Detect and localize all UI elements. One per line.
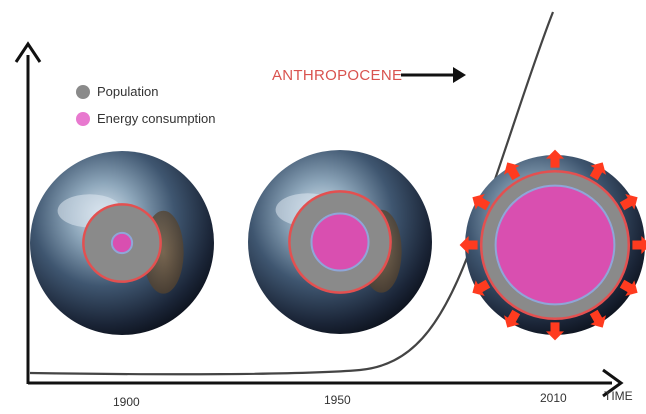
energy-disc-2010 bbox=[494, 184, 616, 306]
expansion-arrow-7 bbox=[472, 194, 491, 211]
expansion-arrow-4 bbox=[504, 309, 521, 328]
globe-2010 bbox=[459, 149, 646, 341]
globe-1900 bbox=[30, 151, 214, 335]
year-label-1950: 1950 bbox=[324, 393, 351, 407]
legend-item-energy: Energy consumption bbox=[76, 111, 216, 126]
expansion-arrow-3 bbox=[546, 322, 564, 341]
expansion-arrow-2 bbox=[589, 309, 606, 328]
x-axis-label: TIME bbox=[604, 389, 633, 403]
expansion-arrow-5 bbox=[472, 279, 491, 296]
expansion-arrow-11 bbox=[619, 194, 638, 211]
year-label-1900: 1900 bbox=[113, 395, 140, 409]
legend-label-population: Population bbox=[97, 84, 159, 99]
legend-label-energy: Energy consumption bbox=[97, 111, 216, 126]
expansion-arrow-1 bbox=[619, 279, 638, 296]
expansion-arrow-0 bbox=[632, 236, 646, 254]
legend-item-population: Population bbox=[76, 84, 158, 99]
y-axis-arrow bbox=[14, 41, 42, 63]
growth-curve bbox=[29, 11, 555, 376]
year-label-2010: 2010 bbox=[540, 391, 567, 405]
x-axis-arrow bbox=[602, 368, 624, 398]
energy-swatch bbox=[76, 111, 90, 126]
expansion-arrow-6 bbox=[459, 236, 478, 254]
expansion-arrow-8 bbox=[504, 162, 521, 181]
anthropocene-arrow-head bbox=[453, 67, 466, 83]
globe-1950 bbox=[248, 150, 432, 334]
energy-disc-1950 bbox=[310, 212, 370, 272]
energy-disc-1900 bbox=[110, 231, 134, 255]
anthropocene-label: ANTHROPOCENE bbox=[272, 67, 403, 84]
expansion-arrow-10 bbox=[589, 162, 606, 181]
expansion-arrow-9 bbox=[546, 149, 564, 168]
population-swatch bbox=[76, 84, 90, 99]
